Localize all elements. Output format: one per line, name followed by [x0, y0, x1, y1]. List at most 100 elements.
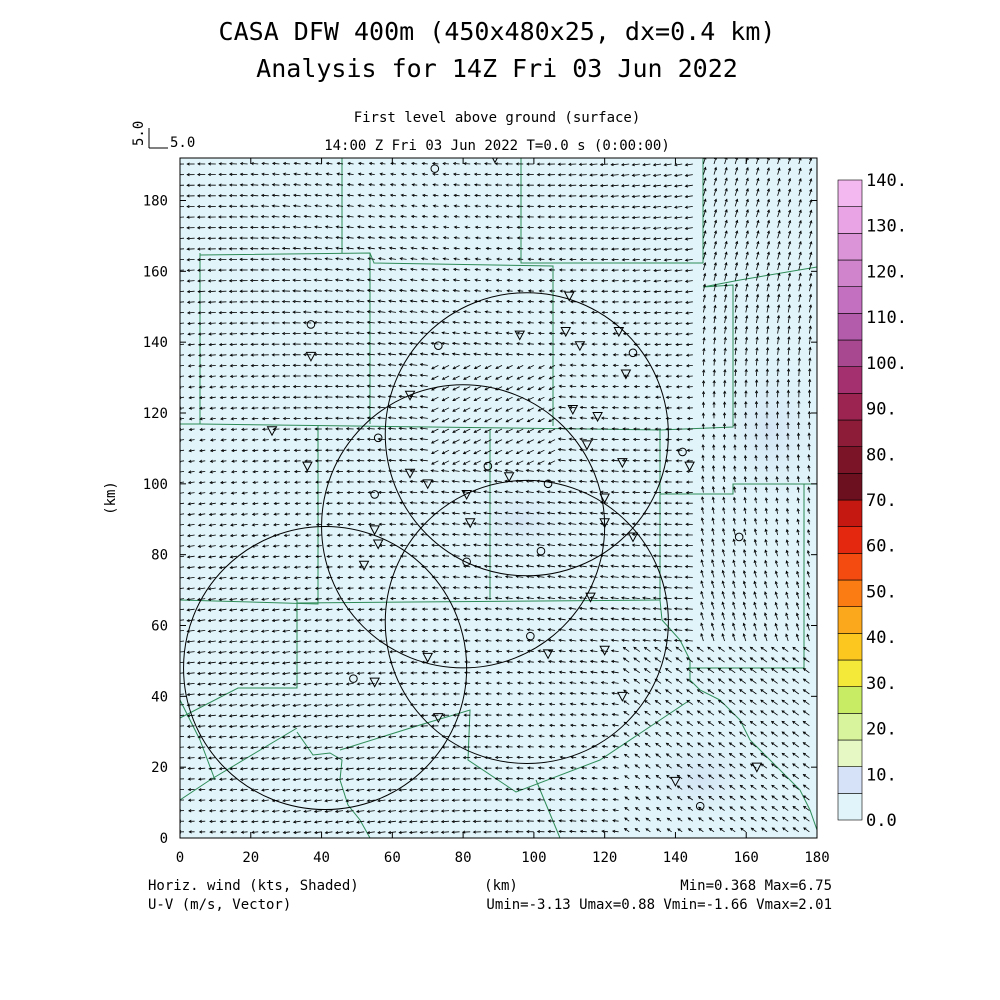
wind-vector — [411, 247, 418, 250]
wind-vector — [250, 630, 259, 632]
wind-vector-head — [387, 830, 392, 835]
wind-vector-head — [430, 756, 434, 760]
wind-vector-head — [196, 650, 201, 654]
wind-vector-head — [387, 373, 392, 377]
wind-vector-head — [177, 312, 179, 315]
wind-vector-head — [209, 830, 213, 834]
wind-vector-head — [325, 607, 329, 612]
wind-vector-head — [240, 788, 244, 792]
wind-vector-head — [452, 387, 456, 391]
wind-vector-head — [303, 830, 307, 835]
wind-vector-head — [441, 724, 445, 728]
wind-vector — [441, 799, 450, 801]
wind-vector-head — [240, 364, 244, 368]
wind-vector-head — [186, 735, 191, 739]
wind-vector-head — [198, 502, 202, 506]
wind-vector — [230, 534, 238, 537]
county-boundaries — [180, 158, 817, 838]
wind-vector — [336, 651, 344, 653]
wind-vector — [358, 205, 365, 207]
wind-vector-head — [303, 650, 307, 654]
wind-vector-head — [335, 257, 339, 261]
wind-vector — [443, 247, 450, 250]
wind-vector-head — [345, 756, 349, 760]
wind-vector-head — [356, 448, 360, 452]
wind-vector — [271, 714, 280, 717]
wind-vector-head — [453, 246, 457, 250]
wind-vector — [431, 449, 439, 454]
wind-vector-head — [420, 533, 424, 537]
wind-vector-head — [220, 480, 224, 485]
wind-vector-head — [313, 746, 317, 750]
wind-vector — [272, 162, 280, 165]
wind-vector-head — [410, 162, 415, 166]
wind-vector-head — [293, 161, 297, 166]
wind-vector — [347, 651, 354, 653]
chart-title-line2: Analysis for 14Z Fri 03 Jun 2022 — [256, 54, 738, 83]
wind-vector-head — [229, 162, 233, 166]
wind-vector — [314, 789, 322, 791]
wind-vector — [388, 736, 397, 738]
wind-vector-head — [346, 214, 350, 218]
wind-vector-head — [441, 745, 445, 749]
wind-vector — [346, 375, 354, 377]
wind-vector-head — [273, 512, 277, 516]
wind-vector — [220, 799, 227, 801]
wind-vector — [325, 247, 333, 250]
wind-vector — [283, 810, 291, 812]
chart-subtitle: First level above ground (surface) — [354, 110, 641, 126]
wind-vector — [221, 449, 227, 452]
wind-vector-head — [196, 204, 201, 209]
wind-vector-head — [271, 172, 276, 176]
wind-vector-head — [294, 554, 298, 559]
wind-vector — [324, 767, 333, 770]
wind-vector-head — [356, 288, 360, 293]
wind-vector-head — [197, 565, 201, 570]
wind-vector — [218, 661, 227, 664]
wind-vector — [219, 587, 227, 590]
wind-vector-head — [399, 650, 404, 654]
wind-vector — [410, 258, 418, 260]
wind-vector-head — [387, 767, 392, 771]
wind-vector-head — [430, 398, 435, 402]
wind-vector — [335, 332, 344, 334]
wind-vector — [242, 460, 248, 462]
wind-vector-head — [324, 246, 328, 250]
wind-vector-head — [345, 799, 349, 803]
wind-vector-head — [377, 310, 381, 314]
wind-vector — [241, 407, 248, 409]
wind-vector — [220, 513, 227, 516]
wind-vector — [409, 364, 418, 366]
wind-vector-head — [313, 299, 317, 303]
wind-vector-head — [241, 491, 245, 495]
wind-vector-head — [420, 267, 425, 271]
wind-vector — [220, 386, 227, 388]
wind-vector — [282, 640, 291, 643]
wind-vector — [271, 704, 280, 707]
wind-vector — [431, 407, 439, 412]
wind-vector-head — [451, 479, 455, 483]
wind-vector-head — [282, 416, 286, 421]
wind-vector-head — [347, 597, 351, 601]
wind-vector — [241, 396, 248, 399]
wind-vector-head — [345, 735, 349, 739]
wind-vector — [252, 534, 259, 537]
wind-vector — [378, 757, 386, 759]
wind-vector-head — [293, 438, 297, 442]
wind-vector-head — [368, 183, 372, 187]
wind-vector — [400, 268, 407, 271]
wind-vector-head — [230, 830, 234, 834]
wind-vector — [303, 767, 312, 770]
wind-vector-head — [334, 703, 339, 707]
wind-vector-head — [177, 205, 179, 208]
wind-vector — [208, 577, 216, 579]
wind-vector-head — [334, 395, 339, 399]
wind-vector-head — [411, 204, 415, 208]
wind-vector — [293, 226, 301, 228]
wind-vector — [293, 799, 301, 802]
wind-vector-head — [187, 745, 191, 749]
wind-vector-head — [292, 756, 296, 760]
wind-vector-head — [261, 565, 266, 569]
wind-vector — [431, 491, 439, 493]
wind-vector — [356, 736, 365, 738]
